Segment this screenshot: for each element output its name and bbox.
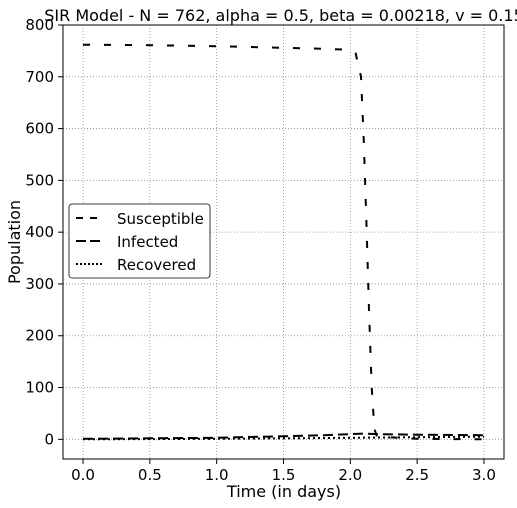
series-line-susceptible — [82, 43, 485, 441]
y-tick-label: 0 — [44, 430, 54, 448]
x-axis: 0.0 0.5 1.0 1.5 2.0 2.5 3.0 — [71, 459, 496, 484]
y-tick-label: 400 — [25, 223, 54, 241]
y-tick-label: 700 — [25, 68, 54, 86]
y-tick-label: 200 — [25, 327, 54, 345]
legend-box — [68, 203, 211, 279]
y-tick-label: 800 — [25, 16, 54, 34]
series-line-recovered — [82, 435, 485, 441]
legend-label-infected: Infected — [117, 233, 178, 251]
chart-title: SIR Model - N = 762, alpha = 0.5, beta =… — [44, 6, 517, 25]
legend-label-recovered: Recovered — [117, 256, 196, 274]
x-axis-label: Time (in days) — [226, 482, 341, 501]
y-tick-label: 600 — [25, 120, 54, 138]
y-axis-label: Population — [5, 200, 24, 284]
x-tick-label: 2.0 — [338, 466, 362, 484]
legend-label-susceptible: Susceptible — [117, 210, 204, 228]
series-lines — [82, 43, 485, 441]
x-tick-label: 1.0 — [205, 466, 229, 484]
x-tick-label: 0.0 — [71, 466, 95, 484]
x-tick-label: 3.0 — [472, 466, 496, 484]
x-tick-label: 2.5 — [405, 466, 429, 484]
y-tick-label: 300 — [25, 275, 54, 293]
y-tick-label: 500 — [25, 171, 54, 189]
legend: Susceptible Infected Recovered — [68, 203, 211, 279]
x-tick-label: 0.5 — [138, 466, 162, 484]
y-axis: 0 100 200 300 400 500 600 700 800 — [25, 16, 63, 448]
y-tick-label: 100 — [25, 379, 54, 397]
x-tick-label: 1.5 — [272, 466, 296, 484]
